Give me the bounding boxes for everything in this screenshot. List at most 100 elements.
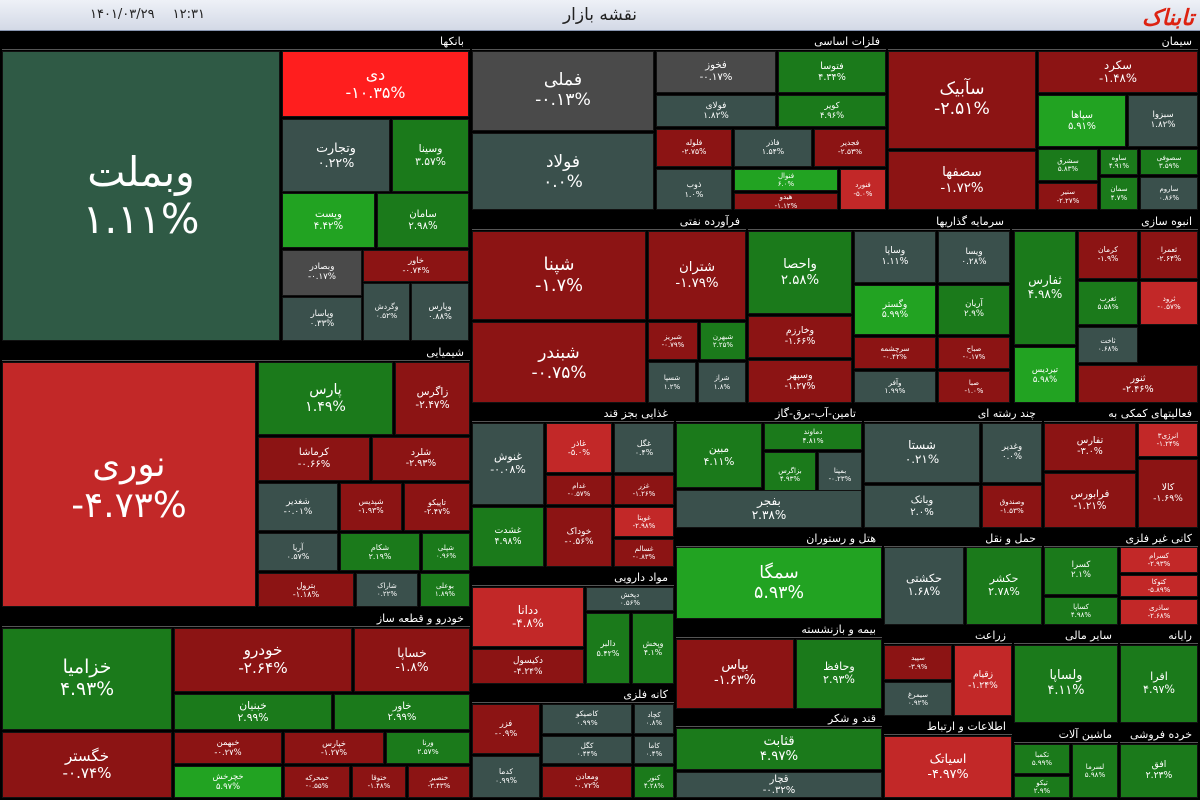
stock-change: ۵.۸۳% — [1057, 165, 1079, 173]
stock-tile: ساذری -۲.۶۸% — [1120, 599, 1198, 625]
stock-change: ۵.۹۳% — [753, 583, 805, 603]
stock-name: فولاد — [546, 151, 580, 172]
stock-name: آریان — [965, 299, 983, 310]
stock-tile: غسالم -۰.۸۳% — [614, 539, 674, 567]
stock-name: شتران — [678, 260, 716, 276]
stock-tile: خگستر -۰.۷۴% — [2, 732, 172, 798]
stock-name: ساوه — [1111, 153, 1127, 162]
stock-name: انرژی۳ — [1157, 431, 1179, 440]
stock-name: زاگرس — [416, 386, 449, 399]
stock-name: لسرما — [1085, 761, 1105, 771]
sector-header: بانکها — [2, 33, 470, 50]
stock-change: -۰.۱۷% — [699, 72, 733, 83]
stock-tile: سرچشمه -۰.۴۲% — [854, 337, 936, 369]
stock-tile: کویر ۴.۹۶% — [778, 95, 886, 127]
stock-name: وسپهر — [787, 369, 813, 381]
stock-change: -۲.۷۵% — [681, 147, 707, 156]
stock-tile: سامان ۲.۹۸% — [377, 193, 469, 248]
stock-name: فجدیر — [840, 138, 860, 148]
stock-name: دی — [365, 64, 386, 84]
stock-name: بترول — [296, 579, 316, 590]
stock-change: ۵.۵۸% — [1097, 302, 1119, 311]
stock-change: ۲.۱۹% — [368, 552, 392, 561]
stock-tile: هیدو -۱.۱۲% — [734, 193, 838, 210]
stock-name: دماوند — [803, 427, 823, 437]
stock-change: ۲.۷۸% — [988, 585, 1020, 598]
stock-change: ۰.۹۹% — [495, 776, 517, 785]
stock-name: حکشر — [989, 572, 1019, 586]
stock-name: کساپا — [1073, 602, 1089, 611]
stock-name: غزر — [638, 481, 650, 490]
stock-tile: بترول -۱.۱۸% — [258, 573, 354, 607]
stock-change: ۲.۲۳% — [1145, 770, 1173, 781]
stock-tile: سکرد -۱.۴۸% — [1038, 51, 1198, 93]
stock-name: اسیاتک — [929, 751, 967, 767]
stock-name: خاور — [408, 255, 424, 266]
stock-tile: انرژی۳ -۱.۲۴% — [1138, 423, 1198, 457]
stock-change: -۱.۷۹% — [675, 275, 719, 291]
stock-tile: ددانا -۴.۸% — [472, 587, 584, 647]
stock-name: وبانک — [910, 494, 934, 506]
stock-change: -۲.۶۴% — [1156, 254, 1182, 263]
stock-tile: اسیاتک -۴.۹۷% — [884, 736, 1012, 798]
stock-tile: ثعمرا -۲.۶۴% — [1140, 231, 1198, 279]
stock-tile: کنور ۴.۲۸% — [634, 766, 674, 798]
sector-header: قند و شکر — [676, 710, 882, 727]
stock-tile: فولای ۱.۸۲% — [656, 95, 776, 127]
stock-tile: شاراک ۰.۲۲% — [356, 573, 418, 607]
stock-change: -۴.۸% — [512, 616, 544, 630]
stock-tile: بفجر ۲.۳۸% — [676, 490, 862, 528]
stock-name: وآفر — [888, 377, 902, 387]
stock-name: ثاخت — [1100, 336, 1116, 345]
stock-change: -۰.۱۷% — [307, 272, 337, 282]
stock-change: ۴.۹۸% — [494, 536, 522, 547]
stock-tile: خپارس -۱.۲۷% — [284, 732, 384, 764]
stock-name: تکمبا — [1034, 750, 1050, 759]
stock-name: صبا — [968, 378, 980, 387]
stock-change: -۰.۷۹% — [661, 341, 685, 349]
stock-tile: وگردش ۰.۵۲% — [363, 283, 410, 341]
stock-change: ۰.۲۲% — [317, 154, 355, 170]
stock-tile: افق ۲.۲۳% — [1120, 744, 1198, 798]
stock-tile: سیمرغ ۰.۹۲% — [884, 682, 952, 716]
stock-change: -۰.۶۶% — [297, 459, 331, 470]
stock-tile: ومعادن -۰.۷۲% — [542, 766, 632, 798]
stock-name: کسرام — [1149, 551, 1169, 560]
stock-change: ۱.۱۱% — [881, 256, 909, 267]
stock-tile: شبریز -۰.۷۹% — [648, 322, 698, 360]
stock-change: ۵.۹۹% — [1031, 759, 1053, 767]
stock-name: فنورد — [855, 181, 871, 190]
sector-header: تامین-آب-برق-گاز — [676, 405, 862, 422]
stock-tile: تیکو ۲.۹% — [1014, 776, 1070, 798]
stock-name: قچار — [769, 773, 789, 785]
stock-name: سکرد — [1104, 57, 1132, 72]
stock-tile: شکام ۲.۱۹% — [340, 533, 420, 571]
stock-tile: لسرما ۵.۹۸% — [1072, 744, 1118, 798]
stock-change: -۱.۷۲% — [940, 180, 984, 196]
stock-change: ۲.۹۹% — [387, 712, 417, 723]
stock-name: وسینا — [418, 142, 443, 156]
stock-name: شکام — [370, 542, 390, 552]
stock-change: ۵.۹۸% — [1032, 374, 1058, 384]
stock-tile: شلرد -۲.۹۳% — [372, 437, 470, 481]
sector-header: فعالیتهای کمکی به — [1044, 405, 1198, 422]
stock-name: کتوکا — [1151, 577, 1167, 586]
stock-name: سپاها — [1071, 109, 1093, 121]
stock-name: خاور — [392, 700, 412, 712]
stock-change: ۵.۹۸% — [1084, 770, 1106, 779]
stock-name: کاما — [648, 741, 660, 750]
stock-tile: وساپا ۱.۱۱% — [854, 231, 936, 283]
stock-tile: شپنا -۱.۷% — [472, 231, 646, 320]
stock-change: ۲.۵۷% — [417, 747, 439, 756]
stock-tile: کاما ۰.۴% — [634, 736, 674, 764]
stock-name: وبملت — [87, 148, 195, 197]
stock-change: -۳.۰% — [1077, 446, 1103, 457]
stock-change: ۰.۰% — [543, 170, 583, 191]
stock-change: ۲.۲۵% — [712, 341, 734, 349]
stock-tile: غشدت ۴.۹۸% — [472, 507, 544, 567]
stock-tile: وسینا ۳.۵۷% — [392, 119, 469, 192]
stock-tile: وغدیر ۰.۰% — [982, 423, 1042, 483]
stock-tile: ولساپا ۴.۱۱% — [1014, 645, 1118, 723]
stock-change: ۰.۳۳% — [309, 318, 335, 328]
stock-tile: کسرام -۲.۹۳% — [1120, 547, 1198, 573]
